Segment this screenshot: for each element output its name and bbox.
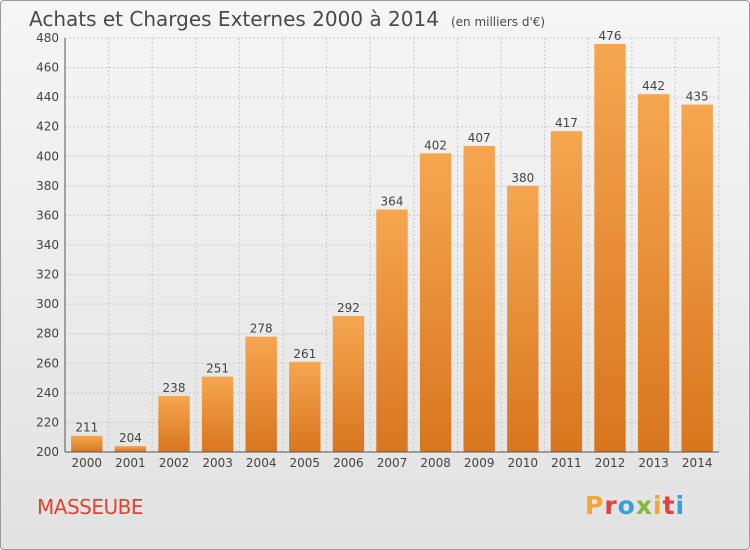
data-label: 251 [206, 362, 229, 376]
data-label: 417 [555, 116, 578, 130]
bar [637, 94, 670, 452]
y-tick-label: 220 [36, 415, 59, 429]
bar [71, 435, 103, 452]
chart-title: Achats et Charges Externes 2000 à 2014 (e… [29, 7, 545, 31]
y-tick-label: 380 [36, 179, 59, 193]
x-tick-label: 2003 [202, 456, 233, 470]
y-tick-label: 440 [36, 90, 59, 104]
bar [245, 336, 277, 452]
town-name: MASSEUBE [37, 495, 143, 519]
chart-title-text: Achats et Charges Externes 2000 à 2014 [29, 7, 439, 31]
bar [376, 209, 408, 452]
bar [550, 131, 583, 452]
x-tick-label: 2009 [464, 456, 495, 470]
data-label: 211 [75, 421, 98, 435]
y-tick-label: 320 [36, 268, 59, 282]
bar [289, 361, 321, 452]
data-label: 238 [163, 381, 186, 395]
y-tick-label: 280 [36, 327, 59, 341]
x-tick-label: 2004 [246, 456, 277, 470]
x-tick-label: 2001 [115, 456, 146, 470]
data-label: 407 [468, 131, 491, 145]
x-tick-label: 2000 [72, 456, 103, 470]
bar [332, 315, 365, 452]
x-tick-label: 2012 [595, 456, 626, 470]
x-tick-label: 2011 [551, 456, 582, 470]
y-tick-label: 420 [36, 120, 59, 134]
bar [507, 185, 539, 452]
y-tick-label: 260 [36, 356, 59, 370]
y-tick-label: 200 [36, 445, 59, 459]
y-tick-label: 360 [36, 208, 59, 222]
data-label: 204 [119, 431, 142, 445]
y-tick-label: 240 [36, 386, 59, 400]
x-tick-label: 2010 [508, 456, 539, 470]
y-tick-label: 400 [36, 149, 59, 163]
bar [594, 43, 626, 453]
y-tick-label: 460 [36, 61, 59, 75]
data-label: 261 [293, 347, 316, 361]
bar [158, 395, 190, 452]
data-label: 380 [511, 171, 534, 185]
chart-unit: (en milliers d'€) [450, 15, 546, 29]
y-tick-label: 480 [36, 31, 59, 45]
data-label: 476 [599, 29, 622, 43]
x-tick-label: 2013 [638, 456, 669, 470]
x-tick-label: 2006 [333, 456, 364, 470]
y-tick-label: 300 [36, 297, 59, 311]
bar [681, 104, 713, 453]
bar [201, 376, 234, 452]
bar [463, 145, 495, 452]
data-label: 442 [642, 79, 665, 93]
data-label: 278 [250, 322, 273, 336]
x-tick-label: 2008 [420, 456, 451, 470]
data-label: 292 [337, 301, 360, 315]
x-tick-label: 2002 [159, 456, 190, 470]
x-tick-label: 2014 [682, 456, 713, 470]
x-tick-label: 2005 [290, 456, 321, 470]
y-tick-label: 340 [36, 238, 59, 252]
proxiti-logo: Proxiti [585, 491, 686, 520]
bar [114, 446, 147, 452]
data-label: 402 [424, 138, 447, 152]
data-label: 364 [381, 195, 404, 209]
x-tick-label: 2007 [377, 456, 408, 470]
bar [419, 153, 452, 453]
data-label: 435 [686, 90, 709, 104]
